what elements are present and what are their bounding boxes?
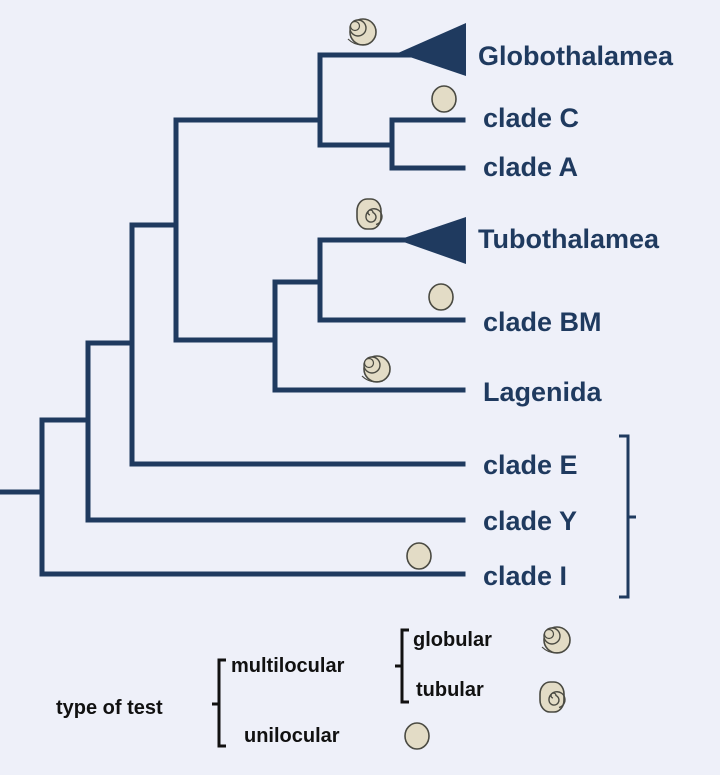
- legend-tubular-icon: [539, 681, 566, 713]
- legend: type of test multilocular unilocular glo…: [56, 626, 571, 750]
- taxon-label-globothalamea: Globothalamea: [478, 41, 674, 71]
- taxon-label-tubothalamea: Tubothalamea: [478, 224, 660, 254]
- unilocular-test-icon: [431, 85, 457, 113]
- legend-brace-multilocular: [395, 628, 409, 704]
- legend-multilocular: multilocular: [231, 655, 345, 677]
- taxon-label-clade-a: clade A: [483, 152, 578, 182]
- group-bracket: [619, 434, 636, 599]
- globular-test-icon: [361, 355, 391, 383]
- taxon-label-clade-c: clade C: [483, 103, 579, 133]
- legend-globular-icon: [541, 626, 571, 654]
- legend-title: type of test: [56, 697, 163, 719]
- tubular-test-icon: [356, 198, 383, 230]
- taxon-label-clade-i: clade I: [483, 561, 567, 591]
- globular-test-icon: [347, 18, 377, 46]
- taxon-label-clade-y: clade Y: [483, 506, 577, 536]
- legend-brace-main: [212, 658, 226, 748]
- taxon-label-clade-bm: clade BM: [483, 307, 602, 337]
- unilocular-test-icon: [428, 283, 454, 311]
- collapsed-clade-triangle-globothalamea: [398, 23, 466, 76]
- taxon-label-clade-e: clade E: [483, 450, 578, 480]
- taxon-label-lagenida: Lagenida: [483, 377, 603, 407]
- collapsed-clade-triangle-tubothalamea: [398, 217, 466, 264]
- legend-globular: globular: [413, 629, 492, 651]
- unilocular-test-icon: [406, 542, 432, 570]
- legend-unilocular: unilocular: [244, 725, 340, 747]
- tree-branches: [0, 52, 466, 577]
- legend-tubular: tubular: [416, 679, 484, 701]
- legend-unilocular-icon: [404, 722, 430, 750]
